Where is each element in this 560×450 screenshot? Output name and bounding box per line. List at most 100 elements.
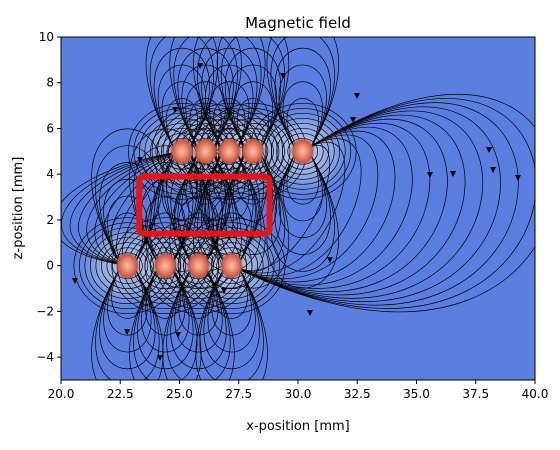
streamline xyxy=(141,265,190,353)
highlight-box xyxy=(136,173,273,237)
field-source xyxy=(153,251,178,280)
streamline xyxy=(281,132,324,170)
chart-title: Magnetic field xyxy=(245,14,351,32)
streamline-arrow xyxy=(175,332,181,338)
streamline-arrow xyxy=(450,171,456,177)
field-source xyxy=(219,251,244,280)
streamline xyxy=(231,138,362,277)
field-source xyxy=(217,137,242,166)
streamline xyxy=(282,151,323,222)
streamline xyxy=(61,150,182,267)
streamline xyxy=(86,150,182,267)
streamline xyxy=(232,81,273,152)
streamline xyxy=(61,150,182,267)
y-axis-ticks: 10 8 6 4 2 0 −2 −4 xyxy=(36,30,61,364)
streamline-arrow xyxy=(197,63,203,69)
streamline xyxy=(231,102,519,306)
streamline xyxy=(215,265,248,319)
streamline xyxy=(231,118,448,292)
streamline xyxy=(103,265,152,353)
y-axis-label: z-position [mm] xyxy=(11,157,26,260)
streamline-arrow xyxy=(490,167,496,173)
streamline-arrow xyxy=(515,175,521,181)
streamline xyxy=(282,81,323,152)
streamline xyxy=(107,265,148,336)
streamline xyxy=(231,93,535,313)
streamline xyxy=(270,122,335,180)
x-tick-label: 20.0 xyxy=(48,387,75,401)
streamline-arrow xyxy=(327,257,333,263)
streamline xyxy=(102,151,182,266)
streamlines xyxy=(61,37,535,380)
streamline xyxy=(276,127,330,175)
y-tick-label: 4 xyxy=(46,167,54,181)
streamline xyxy=(286,151,319,205)
streamline xyxy=(183,222,280,310)
streamline-arrow xyxy=(354,93,360,99)
streamline xyxy=(209,151,250,222)
field-source xyxy=(169,137,194,166)
streamline xyxy=(161,81,202,152)
field-source xyxy=(186,251,211,280)
streamline xyxy=(201,47,258,152)
streamline xyxy=(231,110,483,299)
y-tick-label: 2 xyxy=(46,213,54,227)
x-tick-label: 30.0 xyxy=(285,387,312,401)
streamline-arrow xyxy=(427,172,433,178)
x-tick-label: 40.0 xyxy=(522,387,549,401)
streamline-arrow xyxy=(172,107,178,113)
streamline xyxy=(99,265,156,370)
y-tick-label: 6 xyxy=(46,121,54,135)
field-source xyxy=(115,251,140,280)
streamline xyxy=(228,64,278,152)
streamline xyxy=(207,265,256,353)
streamline xyxy=(203,265,260,370)
streamline xyxy=(177,47,234,152)
streamline xyxy=(231,126,413,286)
streamline-arrow xyxy=(124,329,130,335)
streamline-arrow xyxy=(307,310,313,316)
streamline xyxy=(170,265,227,370)
y-tick-label: 8 xyxy=(46,76,54,90)
streamline xyxy=(231,106,501,302)
streamline-arrow xyxy=(280,73,286,79)
x-tick-label: 25.0 xyxy=(166,387,193,401)
streamline xyxy=(178,265,219,336)
plot-area xyxy=(61,37,535,380)
streamline xyxy=(103,179,152,266)
streamline xyxy=(111,265,144,319)
streamline xyxy=(177,217,286,315)
streamline xyxy=(236,98,270,152)
x-tick-label: 22.5 xyxy=(107,387,134,401)
streamline xyxy=(99,162,156,266)
streamline xyxy=(209,81,250,152)
y-tick-label: 0 xyxy=(46,259,54,273)
streamline-arrow xyxy=(486,147,492,153)
streamline-arrow xyxy=(137,157,143,163)
streamline xyxy=(73,217,182,315)
streamline xyxy=(185,81,226,152)
streamline xyxy=(278,64,327,152)
streamline-arrow xyxy=(350,117,356,123)
streamline xyxy=(153,47,210,152)
x-axis-label: x-position [mm] xyxy=(246,419,349,434)
streamline-arrows xyxy=(72,63,521,361)
field-sources xyxy=(115,137,315,280)
streamline xyxy=(170,162,227,266)
streamline xyxy=(265,117,341,185)
streamline xyxy=(69,150,182,267)
streamline xyxy=(215,212,248,266)
streamline-arrow xyxy=(72,278,78,284)
streamline xyxy=(228,151,278,238)
y-tick-label: −2 xyxy=(36,304,54,318)
field-source xyxy=(193,137,218,166)
streamline xyxy=(211,265,252,336)
x-tick-label: 37.5 xyxy=(462,387,489,401)
x-axis-ticks: 20.0 22.5 25.0 27.5 30.0 32.5 35.0 37.5 40.0 xyxy=(48,380,549,401)
streamline xyxy=(231,142,346,274)
streamline xyxy=(231,114,466,296)
streamline xyxy=(174,265,223,353)
streamline xyxy=(210,247,253,285)
